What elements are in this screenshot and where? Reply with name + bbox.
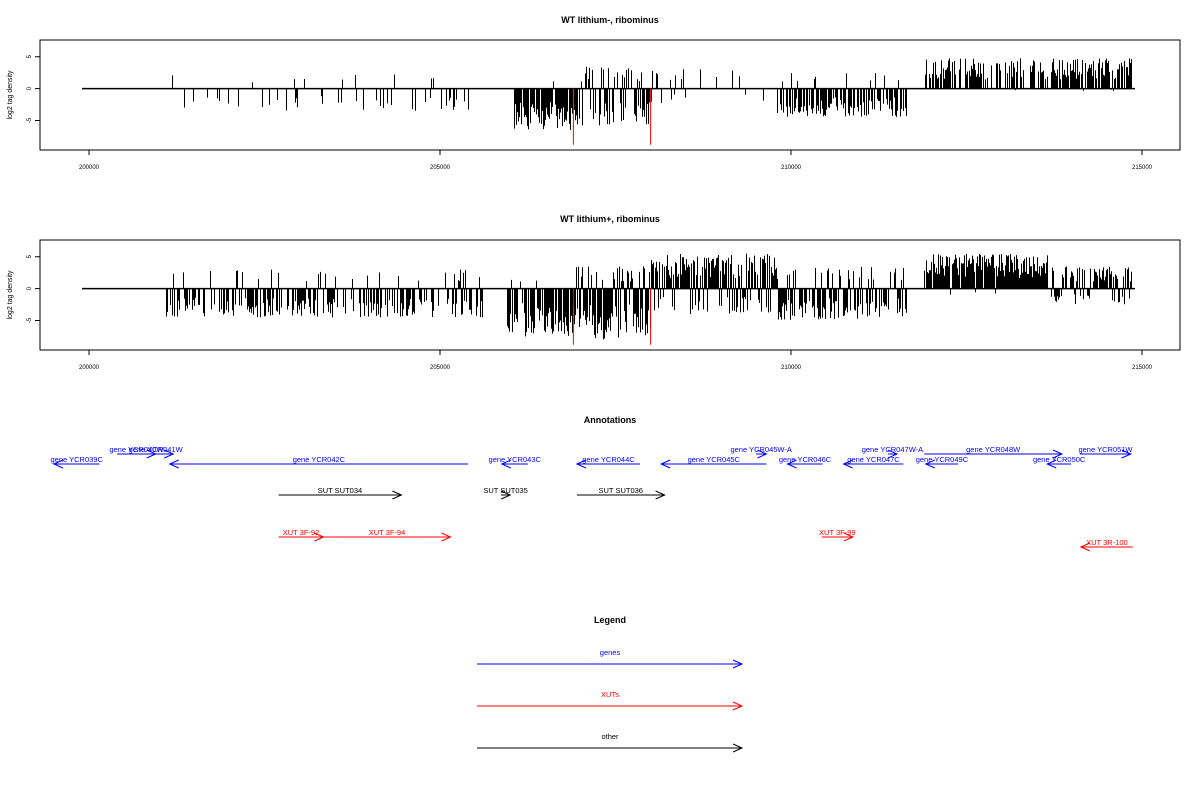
feature-label: gene YCR050C [1033,455,1086,464]
feature-arrow [168,459,469,469]
feature-label: gene YCR049C [916,455,969,464]
y-tick-label: -5 [27,117,33,123]
feature-label: gene YCR041W [129,445,184,454]
feature-label: gene YCR048W [966,445,1021,454]
feature-arrow [1079,542,1133,552]
density-panel-lithium-minus: WT lithium-, ribominus log2 tag density … [7,15,1181,171]
density-panel-lithium-plus: WT lithium+, ribominus log2 tag density … [7,214,1181,371]
feature-label: XUT 3F-94 [369,528,406,537]
feature-arrow [138,449,175,459]
feature-arrow [821,532,855,542]
x-tick-label: 205000 [430,365,451,371]
density-bars [81,58,1135,145]
feature-arrow [924,449,1064,459]
feature-label: gene YCR040W [109,445,164,454]
panel-title: WT lithium+, ribominus [560,214,660,224]
feature-arrow [52,459,100,469]
feature-label: SUT SUT034 [318,486,362,495]
x-tick-label: 215000 [1132,165,1153,171]
legend-label: XUTs [601,690,619,699]
x-tick-label: 205000 [430,165,451,171]
feature-arrow [659,459,767,469]
legend-arrow [477,701,744,711]
feature-label: gene YCR045C [688,455,741,464]
x-tick-label: 200000 [79,165,100,171]
feature-label: gene YCR047C [847,455,900,464]
y-tick-label: 0 [27,86,33,90]
y-tick-label: 5 [27,254,33,258]
legend-arrow [477,743,744,753]
feature-arrow [887,449,899,459]
legend-title: Legend [594,615,626,625]
y-tick-label: 0 [27,286,33,290]
x-tick-label: 215000 [1132,365,1153,371]
feature-label: gene YCR046C [779,455,832,464]
feature-label: gene YCR042C [293,455,346,464]
feature-arrow [323,532,452,542]
feature-arrow [500,459,528,469]
axes: 200000 205000 210000 215000 -5 0 5 [27,54,1153,171]
legend-entries: genes XUTs other [477,648,744,753]
feature-label: XUT 3R-100 [1086,538,1128,547]
feature-arrow [786,459,823,469]
feature-arrow [576,490,666,500]
feature-arrow [1080,449,1132,459]
feature-arrow [575,459,641,469]
y-tick-label: -5 [27,317,33,323]
feature-label: gene YCR044C [582,455,635,464]
feature-label: gene YCR047W-A [862,445,923,454]
y-tick-label: 5 [27,54,33,58]
x-tick-label: 210000 [781,365,802,371]
plot-frame [39,239,1181,351]
x-tick-label: 200000 [79,365,100,371]
feature-arrow [755,449,768,459]
plot-frame [39,39,1181,151]
y-axis-label: log2 tag density [7,270,14,320]
feature-label: gene YCR043C [489,455,542,464]
feature-arrow [1045,459,1072,469]
feature-label: SUT SUT035 [483,486,527,495]
feature-label: XUT 3F-99 [819,528,856,537]
annotations-title: Annotations [584,415,637,425]
legend-label: other [601,732,619,741]
feature-arrow [278,490,403,500]
feature-arrow [842,459,904,469]
legend-arrow [477,659,744,669]
y-axis-label: log2 tag density [7,70,14,120]
feature-arrow [500,490,512,500]
axes: 200000 205000 210000 215000 -5 0 5 [27,254,1153,371]
feature-arrow [924,459,959,469]
legend-panel: Legend genes XUTs other [477,615,744,753]
x-tick-label: 210000 [781,165,802,171]
feature-label: SUT SUT036 [599,486,643,495]
feature-label: gene YCR039C [51,455,104,464]
feature-label: XUT 3F-92 [283,528,320,537]
legend-label: genes [600,648,621,657]
panel-title: WT lithium-, ribominus [561,15,659,25]
feature-label: gene YCR051W [1078,445,1133,454]
density-bars [81,253,1135,345]
feature-label: gene YCR045W-A [730,445,791,454]
